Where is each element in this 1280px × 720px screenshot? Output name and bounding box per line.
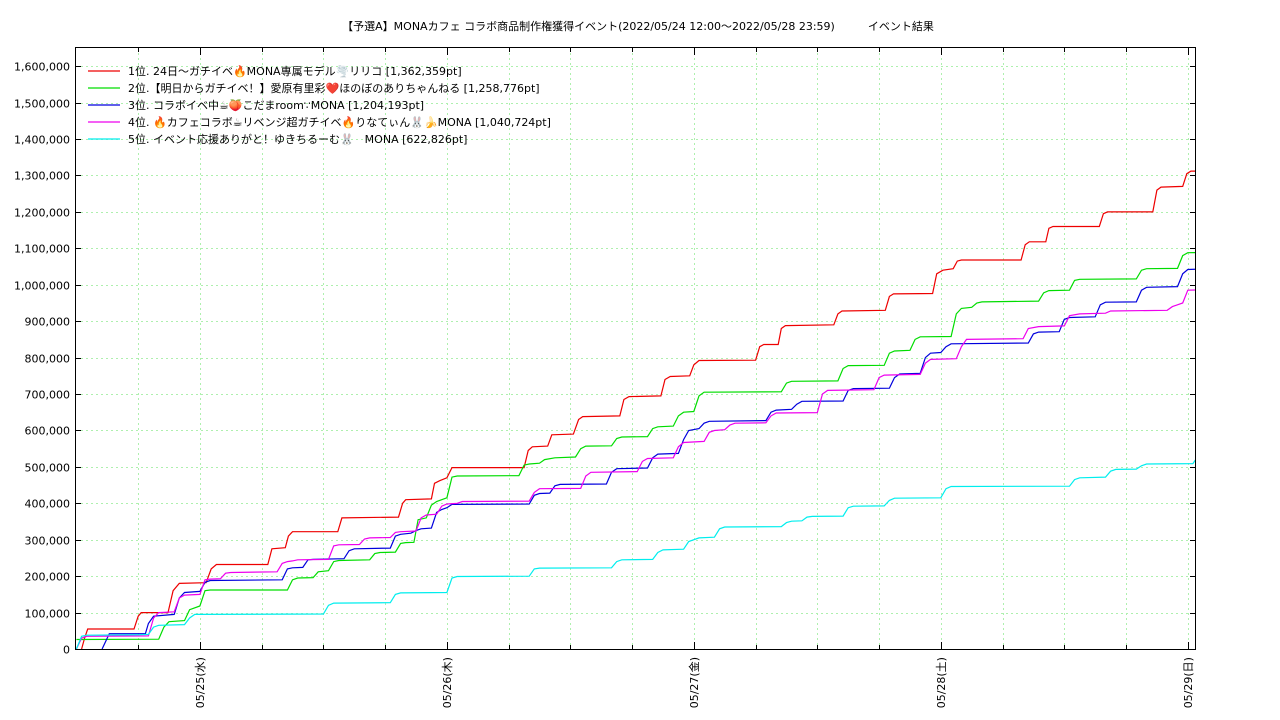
- y-tick-label: 1,100,000: [14, 243, 70, 256]
- y-tick-label: 1,500,000: [14, 98, 70, 111]
- y-tick-label: 1,300,000: [14, 170, 70, 183]
- y-tick-label: 600,000: [25, 425, 71, 438]
- x-tick-label: 05/27(金): [687, 657, 701, 708]
- y-tick-label: 900,000: [25, 316, 71, 329]
- series-line-1: [81, 170, 1195, 649]
- legend-label-1: 1位. 24日〜ガチイベ🔥MONA専属モデル🌪️リリコ [1,362,359pt…: [128, 64, 462, 78]
- x-tick-label: 05/28(土): [935, 657, 948, 708]
- legend-label-3: 3位. コラボイベ中☕🍑こだまroom∵MONA [1,204,193pt]: [128, 98, 424, 112]
- legend-label-2: 2位.【明日からガチイベ！】愛原有里彩❤️ほのぼのありちゃんねる [1,258,…: [128, 81, 540, 95]
- y-tick-label: 1,600,000: [14, 61, 70, 74]
- series-line-2: [76, 251, 1195, 641]
- y-tick-label: 0: [63, 644, 70, 657]
- legend: 1位. 24日〜ガチイベ🔥MONA専属モデル🌪️リリコ [1,362,359pt…: [88, 64, 551, 146]
- plot-frame: [75, 47, 1196, 650]
- legend-label-5: 5位. イベント応援ありがと！ゆきちるーむ🐰 MONA [622,826pt]: [128, 132, 467, 146]
- grid: [76, 48, 1195, 649]
- legend-label-4: 4位. 🔥カフェコラボ☕リベンジ超ガチイベ🔥りなてぃん🐰🍌MONA [1,040…: [128, 115, 551, 129]
- y-tick-label: 300,000: [25, 535, 71, 548]
- y-tick-label: 200,000: [25, 571, 71, 584]
- y-tick-label: 1,400,000: [14, 134, 70, 147]
- x-tick-label: 05/26(木): [441, 657, 454, 708]
- chart-title: 【予選A】MONAカフェ コラボ商品制作権獲得イベント(2022/05/24 1…: [342, 19, 934, 33]
- y-tick-label: 500,000: [25, 462, 71, 475]
- y-tick-label: 1,000,000: [14, 280, 70, 293]
- y-tick-label: 700,000: [25, 389, 71, 402]
- y-tick-label: 800,000: [25, 353, 71, 366]
- series-line-3: [101, 268, 1195, 649]
- y-tick-label: 1,200,000: [14, 207, 70, 220]
- series-line-5: [76, 459, 1195, 649]
- y-tick-label: 400,000: [25, 498, 71, 511]
- y-tick-label: 100,000: [25, 608, 71, 621]
- x-tick-label: 05/29(日): [1182, 657, 1195, 708]
- series-lines: [76, 170, 1195, 649]
- series-line-4: [76, 289, 1195, 649]
- x-tick-label: 05/25(水): [194, 657, 207, 708]
- axes: 0 100,000 200,000 300,000 400,000 500,000 600,…: [14, 48, 1195, 708]
